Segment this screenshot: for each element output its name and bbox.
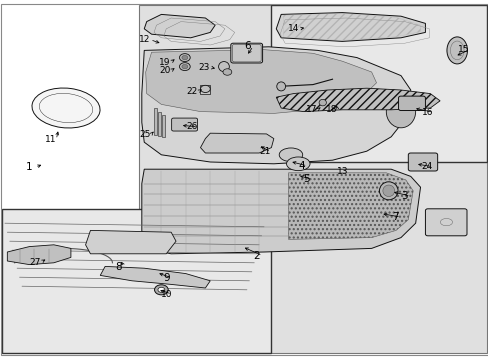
Ellipse shape [446,37,467,64]
Text: 25: 25 [139,130,151,139]
Ellipse shape [32,88,100,128]
Polygon shape [100,266,210,288]
Text: 20: 20 [159,66,170,75]
Bar [158,112,161,136]
Ellipse shape [182,55,187,60]
Text: 1: 1 [26,162,33,172]
Bar [139,5,486,353]
Ellipse shape [179,54,190,62]
Text: 7: 7 [391,212,398,222]
Text: 12: 12 [138,35,150,44]
Text: 9: 9 [163,273,169,283]
Text: 16: 16 [421,108,433,117]
Text: 17: 17 [305,105,317,114]
Text: 5: 5 [302,174,309,184]
Text: 19: 19 [159,58,170,67]
Text: 22: 22 [186,87,198,96]
Ellipse shape [200,85,210,93]
Ellipse shape [179,63,190,71]
Ellipse shape [279,148,302,162]
Text: 6: 6 [244,41,250,51]
Text: 23: 23 [198,63,210,72]
FancyBboxPatch shape [171,118,197,131]
Text: 14: 14 [287,24,299,33]
Text: 26: 26 [186,122,198,131]
Polygon shape [200,133,273,153]
Ellipse shape [382,185,394,197]
Text: 3: 3 [401,191,407,201]
Polygon shape [145,50,376,113]
Polygon shape [288,173,412,239]
Bar [162,115,164,137]
FancyBboxPatch shape [398,96,425,111]
Ellipse shape [182,64,187,69]
Polygon shape [142,169,420,254]
Text: 11: 11 [44,135,56,144]
Ellipse shape [379,182,397,200]
Polygon shape [85,230,176,254]
Ellipse shape [318,99,326,106]
Ellipse shape [286,157,309,171]
Polygon shape [276,88,439,112]
Ellipse shape [158,287,164,292]
Text: 24: 24 [420,162,432,171]
Text: 8: 8 [115,262,122,272]
Ellipse shape [154,285,168,295]
Text: 18: 18 [325,105,337,114]
Polygon shape [142,47,410,164]
Ellipse shape [386,95,415,128]
Text: 15: 15 [457,45,468,54]
Bar [271,5,486,162]
Ellipse shape [223,69,231,75]
Text: 27: 27 [29,258,41,266]
Ellipse shape [276,82,285,91]
Text: 2: 2 [253,251,260,261]
Polygon shape [7,245,71,265]
Text: 10: 10 [160,289,172,299]
Polygon shape [276,13,425,41]
Bar [200,85,210,94]
FancyBboxPatch shape [230,43,262,63]
Bar [2,209,271,353]
Text: 13: 13 [336,166,347,175]
Polygon shape [144,14,215,38]
FancyBboxPatch shape [425,209,466,236]
FancyBboxPatch shape [407,153,437,171]
Ellipse shape [218,62,229,72]
Text: 4: 4 [298,161,305,171]
Bar [154,108,157,135]
Text: 21: 21 [259,148,270,156]
